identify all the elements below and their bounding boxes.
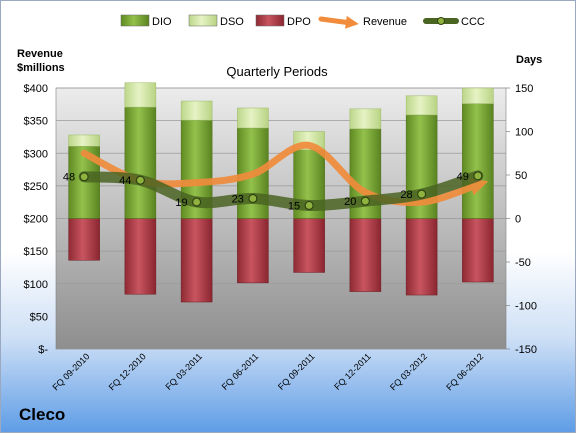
bars (68, 82, 494, 303)
bar-dpo (293, 218, 325, 273)
ccc-data-label: 20 (344, 196, 356, 208)
right-tick-label: 150 (515, 83, 533, 95)
left-tick-label: $250 (24, 181, 48, 193)
left-axis-title: Revenue $millions (17, 48, 66, 74)
legend: DIO DSO DPO Revenue CCC (120, 14, 485, 29)
ccc-point (360, 196, 370, 206)
bar-dso (405, 95, 438, 116)
legend-label: Revenue (363, 16, 407, 28)
bar-dso (349, 108, 382, 130)
legend-swatch-revenue (318, 15, 359, 29)
bar-dpo (237, 218, 269, 284)
bar-dso (462, 87, 494, 104)
right-tick-label: -150 (515, 344, 537, 356)
legend-label: DPO (287, 16, 311, 28)
right-tick-label: -50 (515, 257, 531, 269)
legend-label: DIO (152, 16, 172, 28)
right-tick-label: 50 (515, 170, 527, 182)
bar-dio (462, 103, 494, 219)
bar-dso (68, 134, 100, 147)
bar-dso (124, 82, 157, 108)
category-label: FQ 06-2011 (220, 351, 261, 392)
category-label: FQ 06-2012 (444, 351, 485, 392)
left-tick-label: $50 (30, 311, 48, 323)
left-tick-label: $200 (24, 214, 48, 226)
category-label: FQ 03-2012 (388, 351, 429, 392)
left-tick-label: $150 (24, 246, 48, 258)
legend-swatch-dio (120, 14, 150, 27)
left-tick-label: $350 (24, 116, 48, 128)
ccc-data-label: 28 (400, 189, 412, 201)
ccc-line (78, 170, 484, 211)
bar-dso (180, 100, 213, 121)
ccc-point (135, 175, 145, 185)
ccc-data-label: 19 (175, 197, 187, 209)
ccc-data-label: 15 (288, 200, 300, 212)
lines: 48 44 19 23 15 20 28 49 (63, 141, 489, 212)
ccc-data-label: 44 (119, 175, 131, 187)
right-tick-label: 0 (515, 214, 521, 226)
bar-dso (237, 107, 269, 129)
legend-swatch-dpo (255, 14, 285, 27)
bar-dpo (405, 218, 438, 296)
ccc-point (304, 200, 314, 211)
right-axis-title: Days (516, 54, 542, 66)
bar-dpo (68, 218, 100, 261)
right-tick-label: -100 (515, 301, 537, 313)
category-label: FQ 12-2010 (107, 351, 148, 392)
legend-label: DSO (220, 16, 244, 28)
ccc-data-label: 23 (232, 193, 244, 205)
company-name: Cleco (19, 405, 66, 424)
left-tick-label: $400 (24, 83, 48, 95)
legend-swatch-dso (188, 14, 218, 27)
left-tick-label: $300 (24, 148, 48, 160)
bar-dpo (180, 218, 213, 303)
category-label: FQ 12-2011 (332, 351, 373, 392)
category-label: FQ 03-2011 (163, 351, 204, 392)
category-label: FQ 09-2010 (51, 351, 92, 392)
ccc-data-label: 49 (457, 171, 469, 183)
ccc-point (473, 171, 483, 181)
left-tick-label: $100 (24, 279, 48, 291)
legend-marker-ccc (437, 17, 445, 25)
chart-title: Quarterly Periods (226, 64, 328, 79)
bar-dpo (124, 218, 157, 295)
ccc-point (248, 193, 258, 204)
ccc-point (192, 197, 202, 207)
ccc-data-label: 48 (63, 172, 75, 184)
ccc-point (417, 189, 427, 199)
legend-label: CCC (461, 16, 485, 28)
right-tick-label: 100 (515, 127, 533, 139)
left-tick-label: $- (38, 344, 48, 356)
bar-dpo (462, 218, 494, 283)
ccc-point (79, 172, 89, 182)
bar-dio (124, 106, 157, 219)
category-label: FQ 09-2011 (276, 351, 317, 392)
bar-dpo (349, 218, 382, 292)
